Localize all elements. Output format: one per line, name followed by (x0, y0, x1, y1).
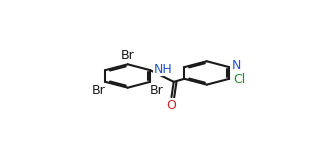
Text: N: N (232, 59, 241, 72)
Text: NH: NH (153, 63, 172, 76)
Text: O: O (167, 99, 176, 112)
Text: Br: Br (121, 49, 135, 62)
Text: Br: Br (92, 84, 106, 97)
Text: Cl: Cl (233, 73, 245, 86)
Text: Br: Br (150, 84, 164, 97)
